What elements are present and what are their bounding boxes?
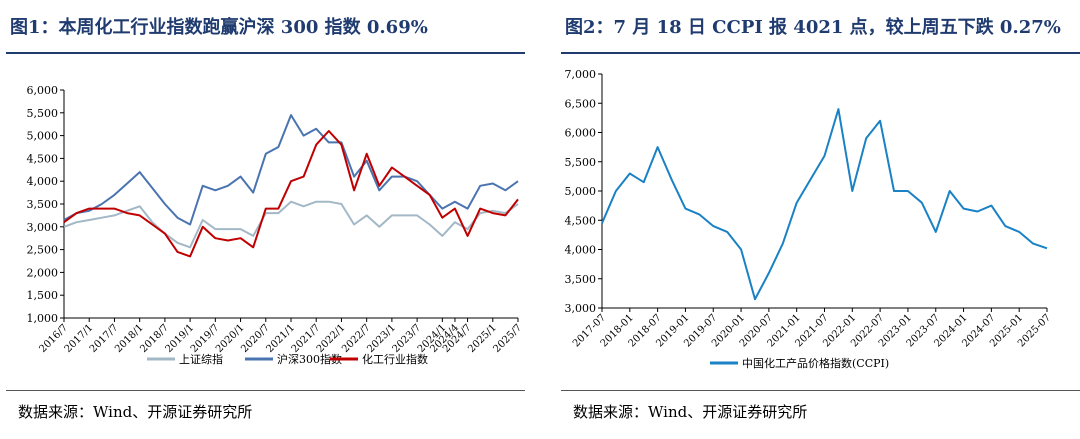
title-underline — [561, 52, 1080, 54]
y-tick-label: 3,000 — [565, 302, 597, 315]
source-divider — [6, 390, 525, 391]
y-tick-label: 6,500 — [565, 97, 597, 110]
chart-1-title: 图1：本周化工行业指数跑赢沪深 300 指数 0.69% — [10, 17, 428, 38]
y-tick-label: 5,500 — [565, 156, 597, 169]
y-tick-label: 3,500 — [565, 273, 597, 286]
chart-2-source: 数据来源：Wind、开源证券研究所 — [573, 403, 808, 421]
chart-2-title: 图2：7 月 18 日 CCPI 报 4021 点，较上周五下跌 0.27% — [565, 17, 1061, 38]
x-tick-label: 2025/7 — [491, 322, 524, 355]
source-divider — [561, 390, 1080, 391]
series-line-1 — [601, 108, 1048, 301]
y-tick-label: 1,500 — [27, 289, 59, 302]
y-tick-label: 4,000 — [565, 244, 597, 257]
y-tick-label: 4,500 — [565, 214, 597, 227]
series-line-3 — [63, 130, 519, 258]
y-tick-label: 1,000 — [27, 312, 59, 325]
chart-panel-1: 图1：本周化工行业指数跑赢沪深 300 指数 0.69% 1,000 1,500 2… — [0, 0, 525, 439]
y-tick-label: 5,000 — [565, 185, 597, 198]
y-tick-label: 3,500 — [27, 198, 59, 211]
y-tick-label: 4,000 — [27, 175, 59, 188]
chart-1-source: 数据来源：Wind、开源证券研究所 — [18, 403, 253, 421]
series-line-2 — [63, 114, 519, 226]
chart-panel-2: 图2：7 月 18 日 CCPI 报 4021 点，较上周五下跌 0.27% 3… — [555, 0, 1080, 439]
y-tick-label: 5,500 — [27, 107, 59, 120]
y-tick-label: 6,000 — [565, 127, 597, 140]
legend-label: 中国化工产品价格指数(CCPI) — [742, 356, 889, 370]
y-tick-label: 2,500 — [27, 244, 59, 257]
y-tick-label: 5,000 — [27, 130, 59, 143]
y-tick-label: 4,500 — [27, 152, 59, 165]
series-line-1 — [63, 200, 519, 249]
y-tick-label: 7,000 — [565, 68, 597, 81]
legend-label: 沪深300指数 — [277, 352, 342, 366]
legend-label: 化工行业指数 — [362, 352, 428, 366]
chart-1-svg: 1,000 1,500 2,000 2,500 3,000 3,500 4,000 4,500… — [27, 84, 525, 366]
legend-label: 上证综指 — [179, 352, 223, 366]
y-tick-label: 3,000 — [27, 221, 59, 234]
y-tick-label: 2,000 — [27, 266, 59, 279]
chart-2-svg: 3,000 3,500 4,000 4,500 5,000 5,500 6,000 6,500… — [565, 68, 1054, 370]
title-underline — [6, 52, 525, 54]
y-tick-label: 6,000 — [27, 84, 59, 97]
